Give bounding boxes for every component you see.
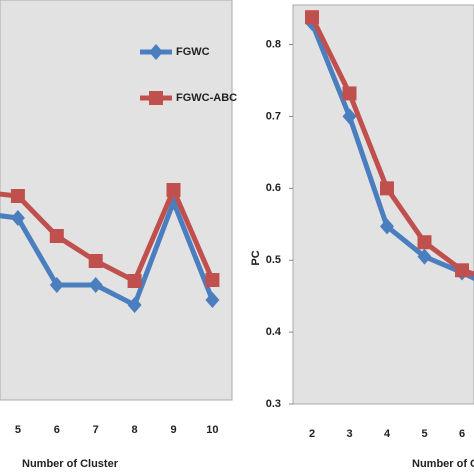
marker — [342, 86, 357, 101]
marker — [305, 10, 319, 25]
marker — [127, 297, 142, 313]
marker — [88, 254, 103, 268]
marker — [417, 248, 432, 265]
x-tick-label: 7 — [93, 424, 99, 436]
plot — [305, 10, 474, 281]
plot — [0, 183, 220, 313]
marker — [88, 277, 103, 293]
marker — [455, 263, 469, 278]
legend-label: FGWC-ABC — [176, 92, 237, 104]
y-tick-label: 0.6 — [266, 182, 281, 194]
marker — [127, 274, 142, 288]
x-tick-label: 9 — [170, 424, 176, 436]
x-tick-label: 5 — [15, 424, 21, 436]
marker — [380, 181, 394, 196]
marker — [10, 189, 25, 203]
x-tick-label: 8 — [132, 424, 138, 436]
x-tick-label: 10 — [206, 424, 218, 436]
x-axis-label: Number of C — [412, 458, 474, 470]
plot-area — [0, 0, 233, 401]
marker — [417, 235, 432, 250]
x-axis-label: Number of Cluster — [22, 458, 119, 470]
x-tick-label: 6 — [459, 428, 465, 440]
x-tick-label: 2 — [309, 428, 315, 440]
y-tick-label: 0.8 — [266, 38, 281, 50]
marker — [10, 210, 25, 226]
legend-marker — [149, 91, 163, 105]
y-tick-label: 0.3 — [266, 398, 281, 410]
y-tick-label: 0.7 — [266, 110, 281, 122]
marker — [49, 277, 64, 293]
x-tick-label: 6 — [54, 424, 60, 436]
y-axis-label: PC — [250, 250, 262, 265]
x-tick-label: 3 — [346, 428, 352, 440]
x-tick-label: 4 — [384, 428, 391, 440]
legend-marker — [149, 44, 163, 60]
marker — [205, 273, 220, 287]
y-tick-label: 0.5 — [266, 254, 281, 266]
x-tick-label: 5 — [421, 428, 427, 440]
marker — [380, 218, 394, 235]
marker — [166, 183, 181, 197]
plot-area — [292, 4, 474, 405]
y-tick-label: 0.4 — [266, 326, 282, 338]
marker — [342, 108, 357, 125]
marker — [205, 292, 220, 308]
legend-label: FGWC — [176, 46, 210, 58]
marker — [49, 229, 64, 243]
